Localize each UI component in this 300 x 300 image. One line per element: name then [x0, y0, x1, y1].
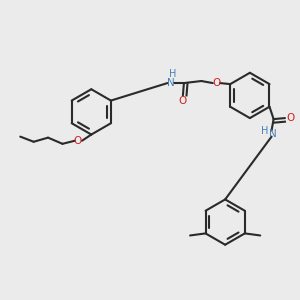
Text: O: O: [213, 78, 221, 88]
Text: O: O: [179, 96, 187, 106]
Text: O: O: [286, 113, 294, 123]
Text: O: O: [74, 136, 82, 146]
Text: H: H: [261, 127, 268, 136]
Text: N: N: [269, 128, 277, 139]
Text: H: H: [169, 69, 176, 79]
Text: N: N: [167, 78, 174, 88]
